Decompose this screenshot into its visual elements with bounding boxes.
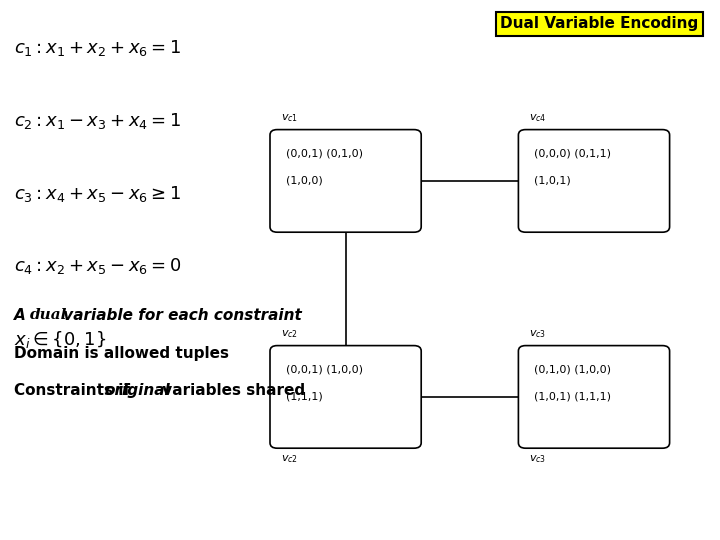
Text: (0,0,0) (0,1,1): (0,0,0) (0,1,1) bbox=[534, 148, 611, 159]
Text: $x_i \in \{0,1\}$: $x_i \in \{0,1\}$ bbox=[14, 329, 107, 350]
Text: (0,0,1) (1,0,0): (0,0,1) (1,0,0) bbox=[286, 364, 363, 375]
Text: variables shared: variables shared bbox=[157, 383, 305, 399]
FancyBboxPatch shape bbox=[270, 130, 421, 232]
Text: (1,0,1): (1,0,1) bbox=[534, 176, 571, 186]
Text: (1,0,0): (1,0,0) bbox=[286, 176, 323, 186]
Text: dual: dual bbox=[30, 308, 68, 322]
Text: A: A bbox=[14, 308, 32, 323]
Text: Constraints if: Constraints if bbox=[14, 383, 135, 399]
FancyBboxPatch shape bbox=[518, 346, 670, 448]
Text: $c_2 : x_1 - x_3 + x_4 = 1$: $c_2 : x_1 - x_3 + x_4 = 1$ bbox=[14, 111, 181, 131]
Text: Domain is allowed tuples: Domain is allowed tuples bbox=[14, 346, 230, 361]
Text: variable for each constraint: variable for each constraint bbox=[58, 308, 302, 323]
Text: $c_4 : x_2 + x_5 - x_6 = 0$: $c_4 : x_2 + x_5 - x_6 = 0$ bbox=[14, 256, 181, 276]
Text: (0,1,0) (1,0,0): (0,1,0) (1,0,0) bbox=[534, 364, 611, 375]
Text: $v_{c2}$: $v_{c2}$ bbox=[281, 454, 298, 465]
Text: $c_3 : x_4 + x_5 - x_6 \geq 1$: $c_3 : x_4 + x_5 - x_6 \geq 1$ bbox=[14, 184, 181, 204]
Text: $v_{c3}$: $v_{c3}$ bbox=[529, 328, 546, 340]
Text: $v_{c1}$: $v_{c1}$ bbox=[281, 112, 298, 124]
Text: $v_{c2}$: $v_{c2}$ bbox=[281, 328, 298, 340]
Text: (1,1,1): (1,1,1) bbox=[286, 392, 323, 402]
FancyBboxPatch shape bbox=[270, 346, 421, 448]
Text: $v_{c4}$: $v_{c4}$ bbox=[529, 112, 546, 124]
Text: $v_{c3}$: $v_{c3}$ bbox=[529, 454, 546, 465]
FancyBboxPatch shape bbox=[518, 130, 670, 232]
Text: (0,0,1) (0,1,0): (0,0,1) (0,1,0) bbox=[286, 148, 363, 159]
Text: (1,0,1) (1,1,1): (1,0,1) (1,1,1) bbox=[534, 392, 611, 402]
Text: Dual Variable Encoding: Dual Variable Encoding bbox=[500, 16, 698, 31]
Text: original: original bbox=[104, 383, 170, 399]
Text: $c_1 : x_1 + x_2 + x_6 = 1$: $c_1 : x_1 + x_2 + x_6 = 1$ bbox=[14, 38, 181, 58]
